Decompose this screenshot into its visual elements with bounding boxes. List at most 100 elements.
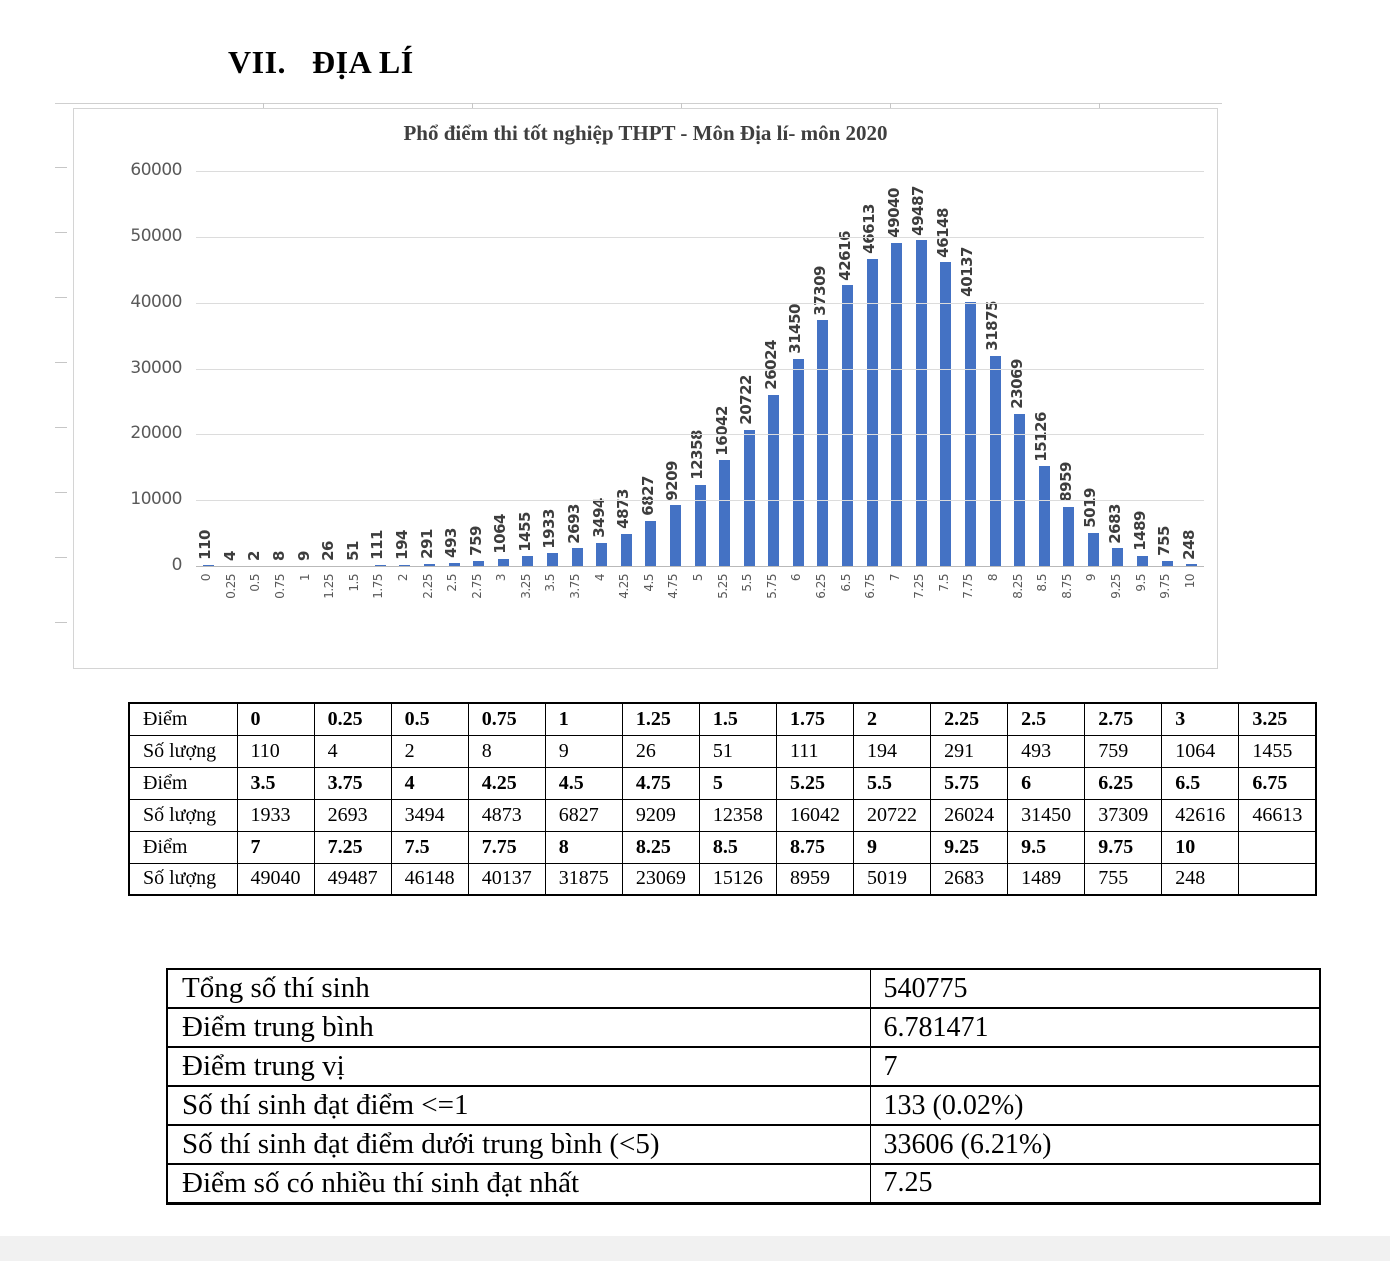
score-cell: 4.75 [621, 766, 700, 800]
gridline [196, 566, 1204, 567]
row-header-count: Số lượng [128, 798, 238, 832]
bar-value-label: 6827 [638, 476, 657, 517]
x-axis-tick-label: 0.75 [273, 574, 288, 599]
score-cell: 8.75 [775, 830, 855, 864]
count-row: Số lượng 110 4 2 8 9 26 51 111 194 291 493 759 1064 14… [128, 734, 1317, 768]
bar [497, 558, 509, 566]
count-cell: 6827 [544, 798, 623, 832]
score-cell: 4 [390, 766, 469, 800]
y-axis-tick-label: 0 [171, 555, 183, 575]
count-cell: 1064 [1161, 734, 1240, 768]
bar-value-label: 37309 [810, 265, 829, 316]
score-row: Điểm 0 0.25 0.5 0.75 1 1.25 1.5 1.75 2 2.25 2.5 2.75… [128, 702, 1317, 736]
bar-value-label: 755 [1155, 526, 1174, 557]
bar-value-label: 49040 [884, 188, 903, 239]
bar-value-label: 291 [417, 529, 436, 560]
bar [866, 259, 878, 566]
score-cell: 1.25 [621, 702, 700, 736]
count-cell: 9 [544, 734, 623, 768]
x-axis-tick-label: 3.75 [568, 574, 583, 599]
count-cell: 37309 [1084, 798, 1163, 832]
bar [891, 243, 903, 566]
score-cell: 5.25 [775, 766, 855, 800]
gridline [196, 368, 1204, 370]
bar-value-label: 8959 [1056, 462, 1075, 503]
x-axis-tick-label: 7.75 [961, 574, 976, 599]
count-cell: 493 [1007, 734, 1086, 768]
bar-value-label: 2683 [1105, 503, 1124, 544]
bar-chart: Phổ điểm thi tốt nghiệp THPT - Môn Địa l… [73, 108, 1218, 669]
score-cell: 3 [1161, 702, 1240, 736]
x-axis-tick-label: 10 [1182, 574, 1197, 589]
plot-area: 110 0 4 0.25 2 0.5 8 0.75 9 1 26 1.25 51 1.5 111 1.75 19… [196, 171, 1204, 599]
count-cell: 40137 [467, 862, 546, 896]
summary-row: Điểm số có nhiều thí sinh đạt nhất 7.25 [166, 1163, 1321, 1204]
x-axis-tick-label: 5.75 [764, 574, 779, 599]
bar-value-label: 20722 [737, 374, 756, 425]
bar [1186, 564, 1198, 566]
bar-value-label: 2693 [565, 503, 584, 544]
score-cell: 9 [852, 830, 932, 864]
x-axis-tick-label: 1.5 [346, 574, 361, 592]
bar [792, 358, 804, 566]
score-row: Điểm 7 7.25 7.5 7.75 8 8.25 8.5 8.75 9 9.25 9.5 9.75… [128, 830, 1317, 864]
row-header-score: Điểm [128, 702, 238, 736]
count-cell [1238, 862, 1317, 896]
summary-label: Số thí sinh đạt điểm <=1 [166, 1085, 871, 1126]
score-cell: 6.5 [1161, 766, 1240, 800]
bar-value-label: 1455 [515, 511, 534, 552]
bar-value-label: 110 [196, 530, 215, 561]
score-cell: 7.25 [313, 830, 392, 864]
x-axis-tick-label: 7 [887, 574, 902, 582]
bar [473, 561, 485, 566]
bar-value-label: 26024 [761, 340, 780, 390]
x-axis-tick-label: 6 [789, 574, 804, 582]
section-number: VII. [228, 44, 287, 80]
bar [817, 320, 829, 566]
x-axis-tick-label: 5 [691, 574, 705, 582]
score-cell: 5.75 [930, 766, 1009, 800]
count-cell: 2683 [930, 862, 1009, 896]
y-axis-tick-label: 50000 [130, 225, 182, 246]
x-axis-tick-label: 7.5 [936, 574, 951, 592]
summary-row: Số thí sinh đạt điểm dưới trung bình (<5… [166, 1124, 1321, 1165]
bar-value-label: 4873 [614, 489, 633, 529]
count-cell: 111 [775, 734, 855, 768]
score-cell: 0 [236, 702, 315, 736]
count-cell: 26024 [930, 798, 1009, 832]
y-axis-tick-label: 30000 [130, 357, 182, 378]
row-header-count: Số lượng [128, 862, 238, 896]
bar [1038, 466, 1050, 566]
x-axis-tick-label: 4 [592, 574, 607, 582]
score-cell: 9.75 [1084, 830, 1163, 864]
x-axis-tick-label: 9.25 [1108, 574, 1123, 599]
bar-value-label: 111 [368, 530, 387, 561]
gridline [196, 236, 1204, 238]
bar [940, 262, 952, 566]
summary-statistics-table: Tổng số thí sinh 540775 Điểm trung bình 6.7… [166, 968, 1321, 1205]
bar [989, 356, 1001, 566]
bar-value-label: 3494 [589, 498, 608, 538]
score-cell: 6.75 [1238, 766, 1317, 800]
count-cell: 8 [467, 734, 546, 768]
summary-value: 7 [869, 1046, 1321, 1087]
score-cell: 3.25 [1238, 702, 1317, 736]
summary-value: 133 (0.02%) [869, 1085, 1321, 1126]
score-cell: 6.25 [1084, 766, 1163, 800]
x-axis-tick-label: 8.5 [1035, 574, 1050, 592]
count-cell: 4 [313, 734, 392, 768]
x-axis-tick-label: 5.25 [715, 574, 730, 599]
score-cell: 0.75 [467, 702, 546, 736]
count-cell: 3494 [390, 798, 469, 832]
x-axis-tick-label: 5.5 [740, 574, 755, 592]
bar-value-label: 9 [294, 551, 313, 561]
x-axis-tick-label: 3.25 [518, 574, 533, 599]
x-axis-tick-label: 4.25 [617, 574, 632, 599]
score-cell [1238, 830, 1317, 864]
score-cell: 4.5 [544, 766, 623, 800]
count-cell: 42616 [1161, 798, 1240, 832]
bar [1014, 414, 1026, 566]
bar-value-label: 1933 [540, 508, 559, 549]
bar-value-label: 49487 [909, 185, 928, 236]
score-cell: 3.5 [236, 766, 315, 800]
